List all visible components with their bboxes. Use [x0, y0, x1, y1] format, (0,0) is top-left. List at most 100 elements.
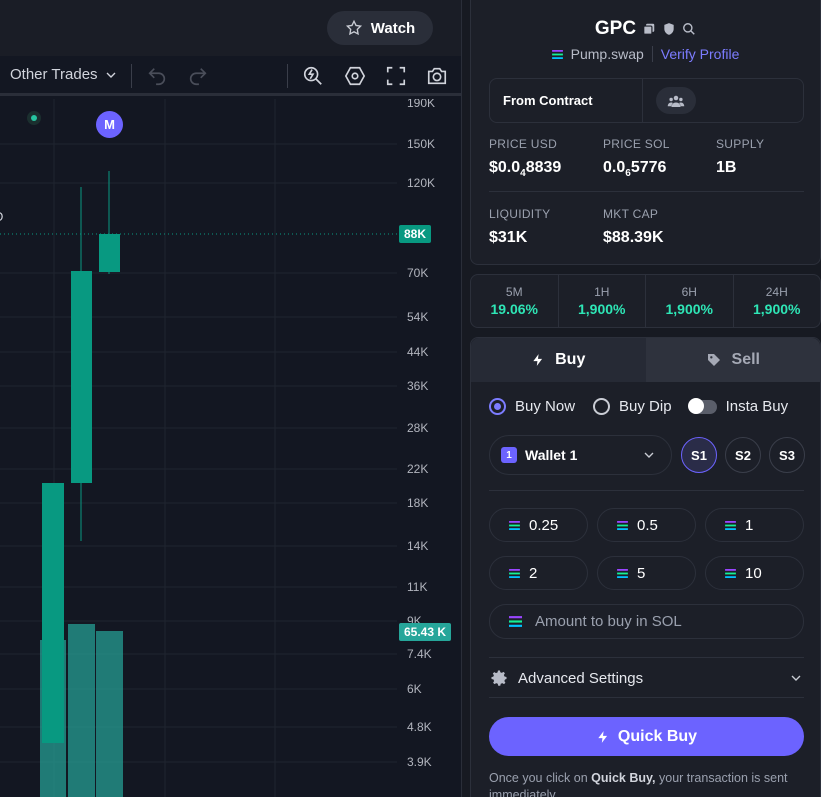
slot-s1-button[interactable]: S1 — [681, 437, 717, 473]
timeframe-change: 1,900% — [753, 301, 801, 317]
buy-dip-radio[interactable] — [593, 398, 611, 415]
amount-value: 2 — [529, 564, 538, 582]
price-axis-label: 150K — [407, 137, 435, 151]
sol-icon — [509, 568, 520, 578]
stat-label: PRICE USD — [489, 137, 558, 151]
advanced-settings-label: Advanced Settings — [518, 669, 644, 687]
search-icon[interactable] — [682, 22, 696, 36]
divider — [489, 697, 804, 698]
timeframe-label: 24H — [765, 285, 788, 299]
amount-preset-button[interactable]: 0.5 — [597, 508, 696, 542]
price-axis-label: 18K — [407, 496, 428, 510]
community-button[interactable] — [656, 87, 696, 114]
stat-value: $0.048839 — [489, 159, 561, 179]
wallet-label: Wallet 1 — [525, 447, 578, 463]
price-axis-label: 11K — [407, 580, 427, 594]
tab-sell[interactable]: Sell — [645, 338, 820, 382]
price-axis-label: 54K — [407, 310, 428, 324]
divider — [489, 657, 804, 658]
stat-label: LIQUIDITY — [489, 207, 551, 221]
toolbar-divider — [131, 64, 132, 88]
buy-now-label[interactable]: Buy Now — [515, 398, 576, 415]
timeframe-label: 6H — [681, 285, 697, 299]
stat-value: 0.065776 — [603, 159, 670, 179]
amount-preset-button[interactable]: 5 — [597, 556, 696, 590]
wallet-select[interactable]: 1 Wallet 1 — [489, 435, 672, 475]
stat-label: SUPPLY — [716, 137, 765, 151]
price-axis-label: 22K — [407, 462, 428, 476]
sol-icon — [509, 520, 520, 530]
sol-amount-input[interactable]: Amount to buy in SOL — [489, 604, 804, 639]
timeframe-5m[interactable]: 5M 19.06% — [471, 275, 559, 327]
value-part: $0.0 — [489, 159, 521, 176]
shield-icon[interactable] — [662, 22, 676, 36]
stat-supply: SUPPLY 1B — [716, 137, 764, 177]
timeframe-change: 1,900% — [665, 301, 713, 317]
buy-now-radio[interactable] — [489, 398, 506, 415]
chart-toolbar: Other Trades — [0, 56, 461, 96]
redo-icon[interactable] — [186, 64, 210, 88]
from-contract-label[interactable]: From Contract — [490, 79, 643, 122]
buy-dip-label[interactable]: Buy Dip — [619, 398, 672, 415]
amount-preset-button[interactable]: 10 — [705, 556, 804, 590]
trade-panel: Buy Sell Buy Now Buy Dip Insta Buy 1 Wal… — [470, 337, 821, 797]
slot-s3-button[interactable]: S3 — [769, 437, 805, 473]
chevron-down-icon — [791, 675, 801, 681]
amount-value: 0.5 — [637, 516, 658, 534]
volume-bar — [96, 631, 123, 797]
other-trades-dropdown[interactable]: Other Trades — [10, 66, 119, 83]
price-axis-label: 14K — [407, 539, 428, 553]
token-side-panel: GPC Pump.swap Verify Profile From Contra… — [461, 0, 821, 797]
stat-label: PRICE SOL — [603, 137, 670, 151]
quick-buy-button[interactable]: Quick Buy — [489, 717, 804, 756]
amount-preset-button[interactable]: 1 — [705, 508, 804, 542]
amount-value: 5 — [637, 564, 646, 582]
price-chart[interactable]: 190K 150K 120K 70K 54K 44K 36K 28K 22K 18K 14K 11K 9… — [0, 99, 461, 797]
sol-icon — [725, 568, 736, 578]
amount-preset-button[interactable]: 2 — [489, 556, 588, 590]
candle — [99, 234, 120, 272]
price-axis-label: 36K — [407, 379, 428, 393]
advanced-settings-toggle[interactable]: Advanced Settings — [489, 666, 804, 690]
toolbar-divider — [287, 64, 288, 88]
verify-profile-link[interactable]: Verify Profile — [660, 46, 740, 62]
amount-preset-button[interactable]: 0.25 — [489, 508, 588, 542]
copy-icon[interactable] — [642, 22, 656, 36]
insta-buy-toggle[interactable] — [687, 397, 717, 414]
undo-icon[interactable] — [145, 64, 169, 88]
price-axis-label: 70K — [407, 266, 428, 280]
dex-name[interactable]: Pump.swap — [570, 46, 644, 62]
settings-hex-icon[interactable] — [343, 64, 367, 88]
camera-icon[interactable] — [425, 64, 449, 88]
quick-buy-label: Quick Buy — [617, 727, 698, 745]
indicator-icon[interactable] — [301, 64, 325, 88]
timeframe-label: 5M — [505, 285, 523, 299]
stat-price-sol: PRICE SOL 0.065776 — [603, 137, 670, 179]
timeframe-1h[interactable]: 1H 1,900% — [559, 275, 646, 327]
token-subheader: Pump.swap Verify Profile — [471, 46, 820, 62]
price-axis-label: 3.9K — [407, 755, 432, 769]
stat-liquidity: LIQUIDITY $31K — [489, 207, 550, 247]
tab-sell-label: Sell — [731, 351, 760, 368]
timeframe-6h[interactable]: 6H 1,900% — [646, 275, 734, 327]
sol-icon — [617, 520, 628, 530]
volume-bar — [68, 624, 95, 797]
migration-marker[interactable]: M — [96, 111, 123, 138]
value-part: 8839 — [525, 159, 562, 176]
stat-mkt-cap: MKT CAP $88.39K — [603, 207, 664, 247]
fullscreen-icon[interactable] — [384, 64, 408, 88]
timeframe-24h[interactable]: 24H 1,900% — [734, 275, 821, 327]
watch-label: Watch — [370, 19, 416, 37]
chart-edge-label: D — [0, 209, 3, 224]
trade-marker-dot[interactable] — [27, 111, 41, 125]
insta-buy-label[interactable]: Insta Buy — [725, 398, 789, 415]
contract-row: From Contract — [489, 78, 804, 123]
amount-value: 10 — [745, 564, 762, 582]
slot-s2-button[interactable]: S2 — [725, 437, 761, 473]
price-axis-label: 6K — [407, 682, 422, 696]
users-icon — [667, 95, 685, 107]
watch-button[interactable]: Watch — [327, 11, 433, 45]
tab-buy[interactable]: Buy — [471, 338, 646, 382]
value-subscript: 4 — [520, 168, 526, 180]
lightning-icon — [598, 730, 608, 743]
